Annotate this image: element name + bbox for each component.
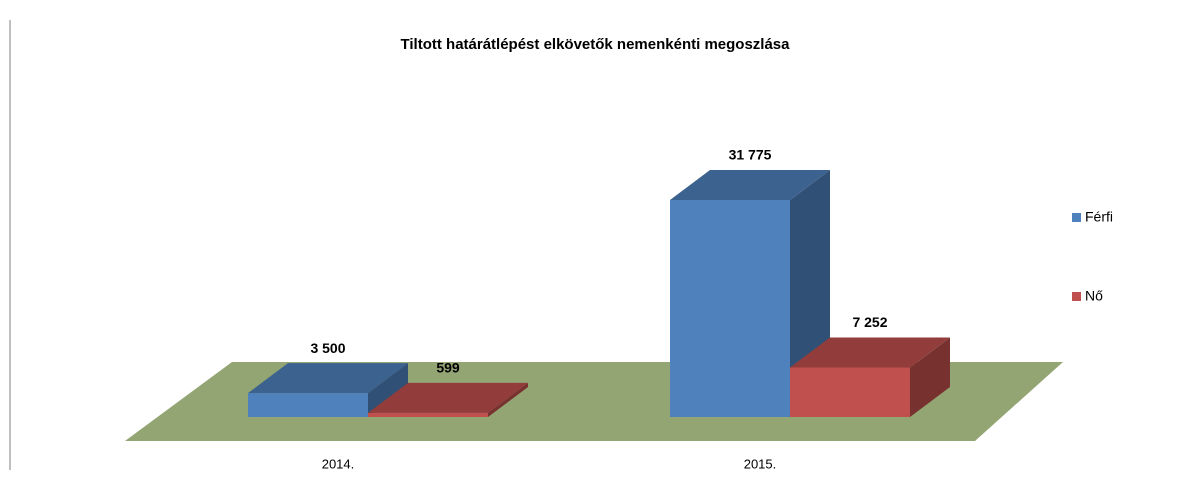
- data-label: 599: [436, 360, 460, 376]
- bar-top: [368, 382, 528, 413]
- bar: [670, 200, 790, 417]
- bar: [368, 412, 488, 417]
- legend-label: Nő: [1085, 288, 1103, 304]
- bar-top: [790, 337, 950, 368]
- data-label: 3 500: [310, 340, 345, 356]
- legend-label: Férfi: [1085, 209, 1113, 225]
- x-tick-label: 2014.: [322, 456, 355, 471]
- chart-title: Tiltott határátlépést elkövetők nemenkén…: [400, 36, 790, 53]
- bar-side: [910, 337, 950, 417]
- bar-top: [670, 170, 830, 200]
- legend-swatch: [1072, 292, 1081, 301]
- data-label: 7 252: [852, 314, 887, 330]
- x-tick-label: 2015.: [744, 456, 777, 471]
- bar-side: [488, 382, 528, 417]
- bar-top: [248, 363, 408, 394]
- bar-side: [368, 363, 408, 417]
- legend-swatch: [1072, 213, 1081, 222]
- data-label: 31 775: [729, 147, 772, 163]
- bar: [248, 393, 368, 417]
- bar: [790, 367, 910, 417]
